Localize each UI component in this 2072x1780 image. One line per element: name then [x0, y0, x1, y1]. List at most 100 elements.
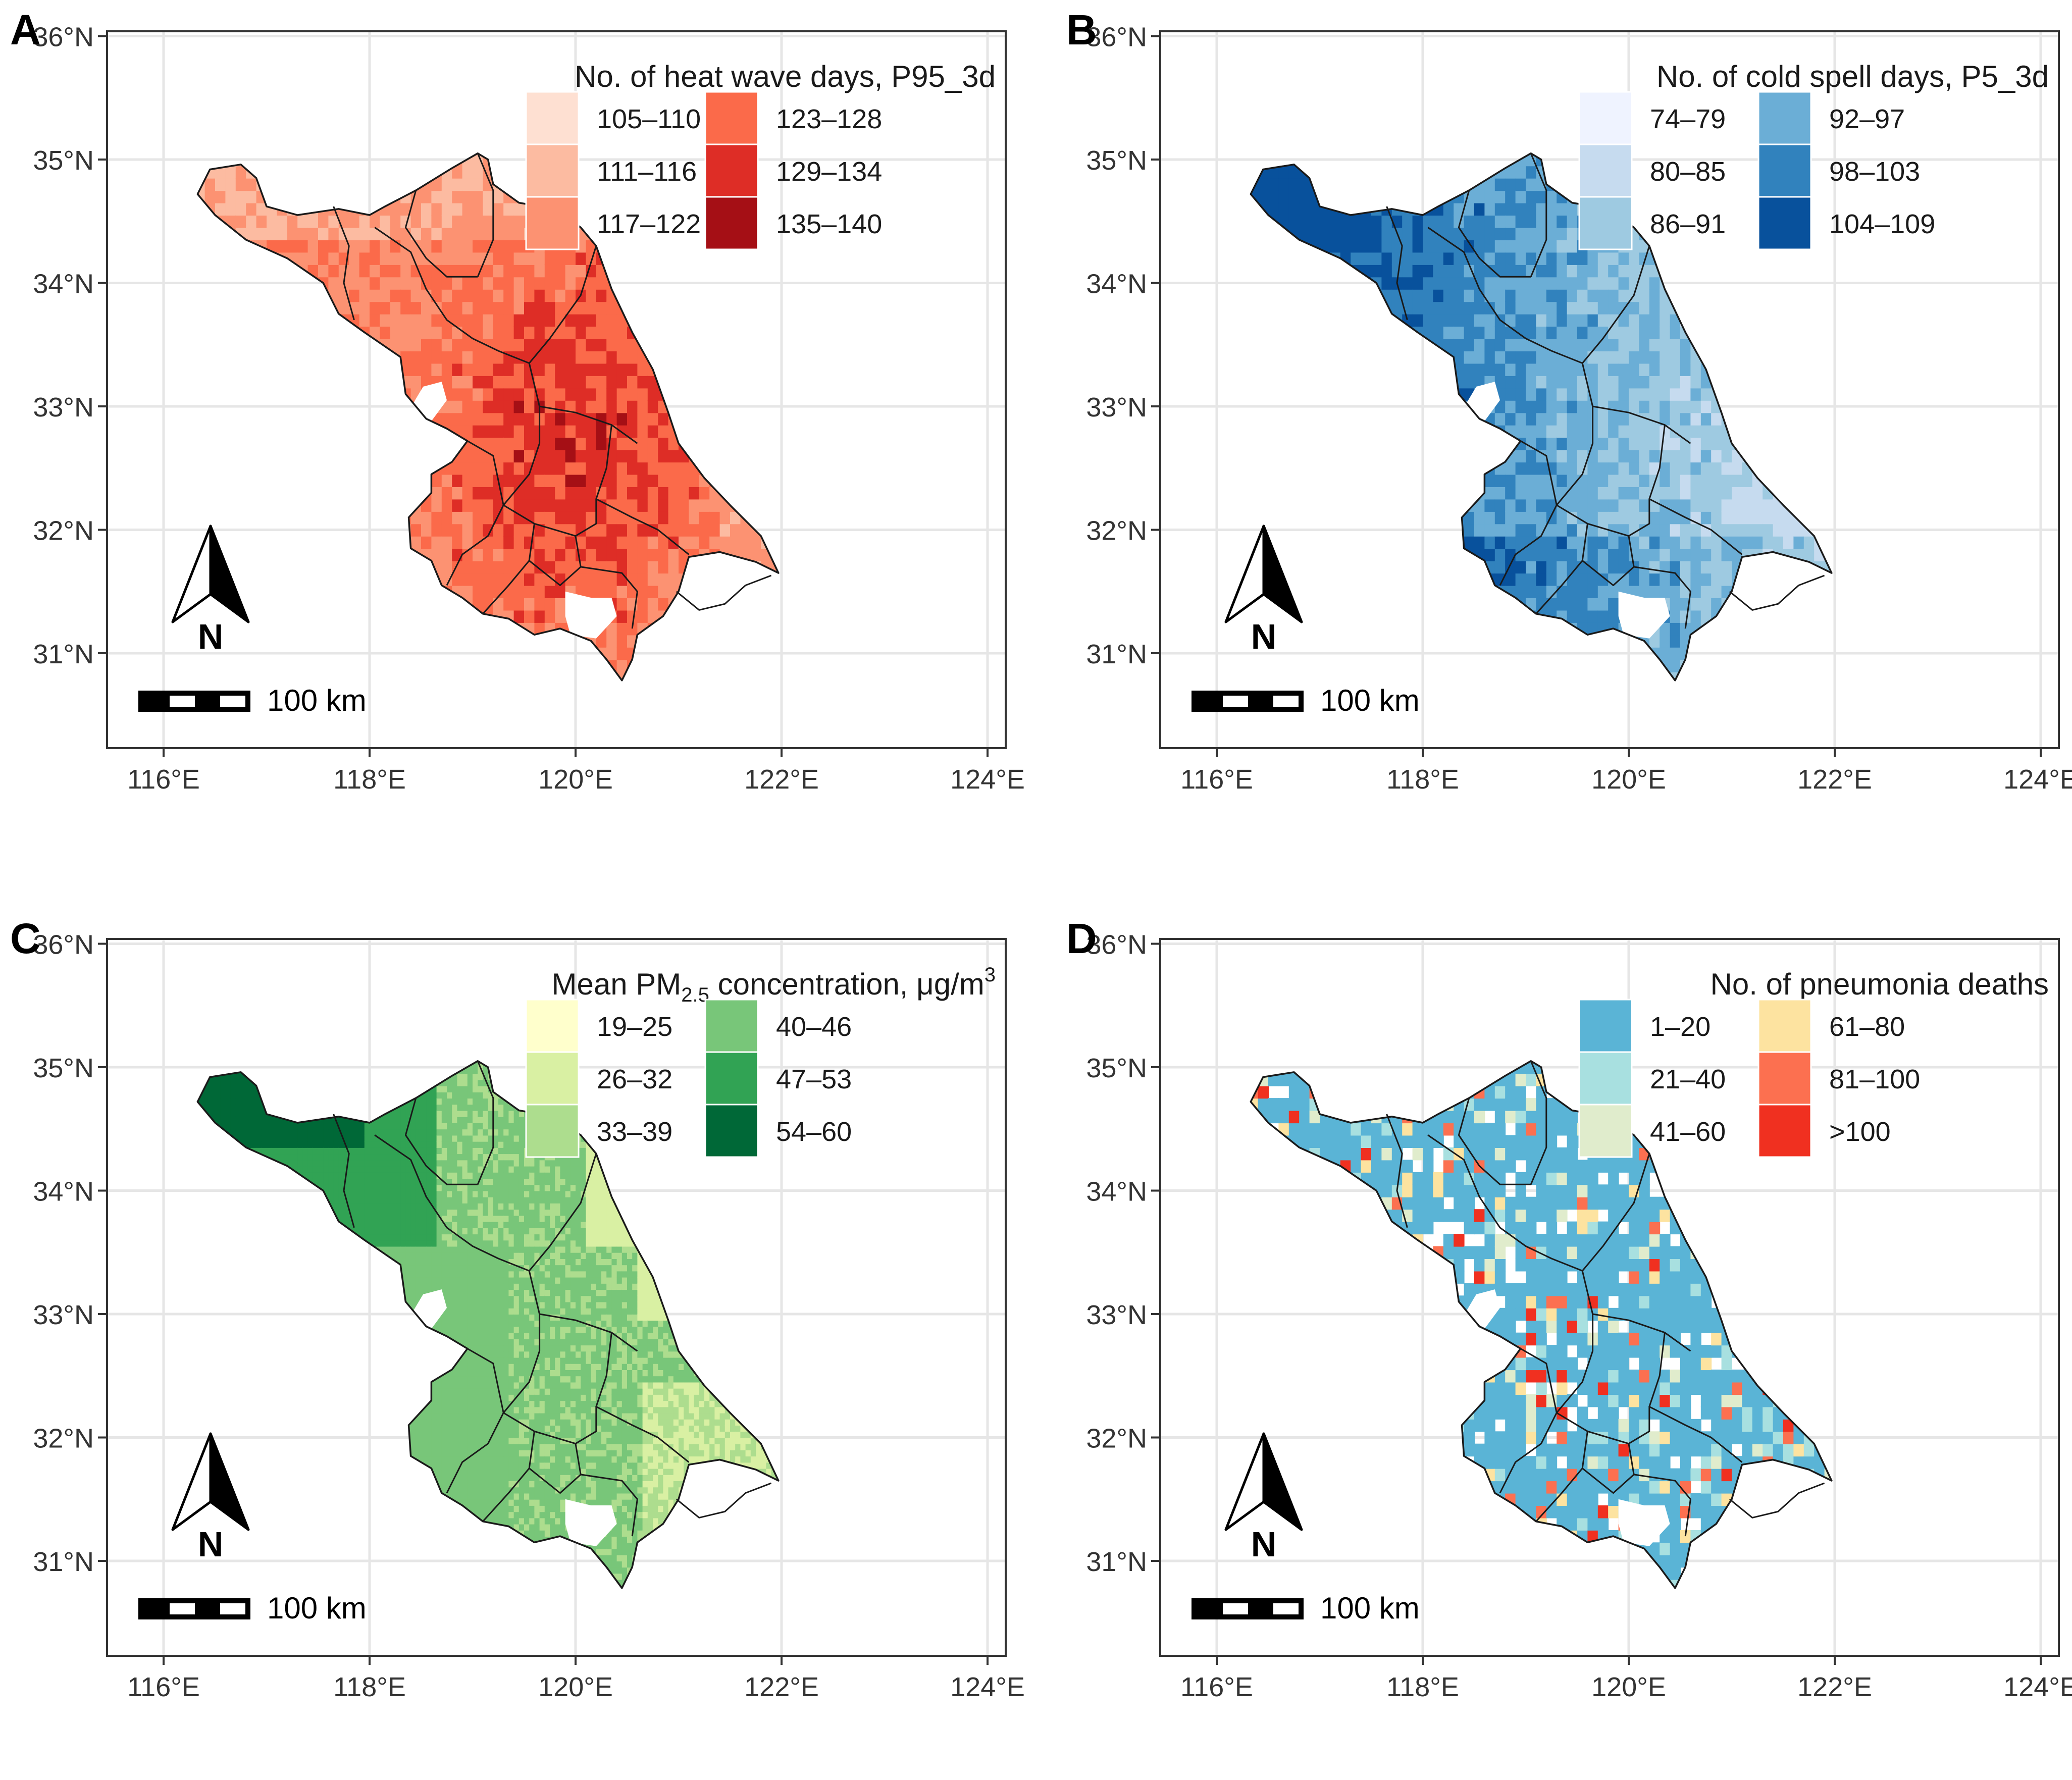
raster-cell	[503, 412, 514, 426]
raster-cell	[1526, 523, 1537, 537]
raster-cell	[513, 277, 525, 290]
raster-cell	[370, 215, 381, 228]
raster-cell	[565, 289, 576, 302]
raster-cell	[441, 227, 453, 240]
raster-cell	[462, 178, 473, 191]
raster-cell	[1557, 523, 1568, 537]
raster-cell	[1464, 301, 1475, 315]
raster-cell	[679, 474, 690, 487]
raster-cell	[1680, 486, 1691, 500]
raster-cell	[555, 277, 566, 290]
raster-cell	[730, 511, 741, 525]
raster-cell	[1597, 351, 1609, 364]
raster-cell	[637, 400, 648, 413]
raster-cell	[627, 437, 638, 450]
raster-cell	[410, 511, 422, 525]
raster-cell	[1567, 289, 1578, 302]
raster-cell	[647, 548, 659, 561]
raster-cell	[1700, 598, 1712, 611]
raster-cell	[318, 264, 329, 278]
raster-cell	[390, 289, 401, 302]
raster-cell	[565, 560, 576, 574]
raster-cell	[596, 425, 607, 438]
raster-cell	[1639, 425, 1650, 438]
raster-cell	[390, 313, 401, 327]
raster-cell	[616, 560, 628, 574]
raster-cell	[658, 585, 669, 598]
raster-cell	[462, 264, 473, 278]
raster-cell	[658, 486, 669, 500]
raster-cell	[1557, 289, 1568, 302]
raster-cell	[503, 326, 514, 339]
raster-cell	[637, 486, 648, 500]
raster-cell	[730, 523, 741, 537]
raster-cell	[524, 523, 535, 537]
legend-swatch	[525, 143, 580, 198]
raster-cell	[616, 585, 628, 598]
raster-cell	[524, 536, 535, 549]
raster-cell	[503, 301, 514, 315]
raster-cell	[1536, 536, 1547, 549]
raster-cell	[1690, 536, 1701, 549]
raster-cell	[1618, 412, 1629, 426]
raster-cell	[1608, 264, 1619, 278]
raster-cell	[493, 190, 504, 203]
raster-cell	[1721, 462, 1732, 475]
raster-cell	[1680, 523, 1691, 537]
raster-cell	[493, 425, 504, 438]
raster-cell	[1629, 573, 1640, 586]
raster-cell	[1680, 400, 1691, 413]
raster-cell	[1670, 536, 1681, 549]
raster-cell	[462, 363, 473, 376]
raster-cell	[1536, 190, 1547, 203]
raster-cell	[699, 486, 710, 500]
raster-cell	[503, 363, 514, 376]
raster-cell	[513, 449, 525, 463]
legend-swatch	[704, 143, 759, 198]
raster-cell	[1454, 301, 1465, 315]
raster-cell	[473, 153, 484, 167]
raster-cell	[596, 635, 607, 648]
raster-cell	[1680, 573, 1691, 586]
raster-cell	[513, 425, 525, 438]
raster-cell	[513, 375, 525, 389]
raster-cell	[1288, 202, 1300, 216]
raster-cell	[1546, 560, 1558, 574]
raster-cell	[1278, 202, 1289, 216]
raster-cell	[1597, 499, 1609, 512]
raster-cell	[1629, 301, 1640, 315]
raster-cell	[1484, 511, 1495, 525]
raster-cell	[1557, 301, 1568, 315]
raster-cell	[1690, 499, 1701, 512]
raster-cell	[297, 227, 308, 240]
raster-cell	[1752, 511, 1764, 525]
raster-cell	[596, 573, 607, 586]
raster-cell	[503, 239, 514, 253]
raster-cell	[1474, 326, 1485, 339]
raster-cell	[1381, 227, 1392, 240]
raster-cell	[1680, 351, 1691, 364]
raster-cell	[1454, 264, 1465, 278]
raster-cell	[637, 560, 648, 574]
raster-cell	[544, 351, 556, 364]
raster-cell	[1412, 277, 1423, 290]
raster-cell	[524, 573, 535, 586]
raster-cell	[441, 375, 453, 389]
raster-cell	[1567, 326, 1578, 339]
raster-cell	[1526, 560, 1537, 574]
raster-cell	[627, 425, 638, 438]
raster-cell	[1505, 400, 1516, 413]
raster-cell	[1484, 202, 1495, 216]
raster-cell	[513, 548, 525, 561]
raster-cell	[565, 277, 576, 290]
raster-cell	[473, 560, 484, 574]
raster-cell	[421, 363, 432, 376]
raster-cell	[1711, 474, 1722, 487]
raster-cell	[544, 388, 556, 401]
raster-cell	[204, 178, 216, 191]
raster-cell	[658, 598, 669, 611]
raster-cell	[452, 363, 463, 376]
raster-cell	[586, 585, 597, 598]
raster-cell	[1618, 573, 1629, 586]
